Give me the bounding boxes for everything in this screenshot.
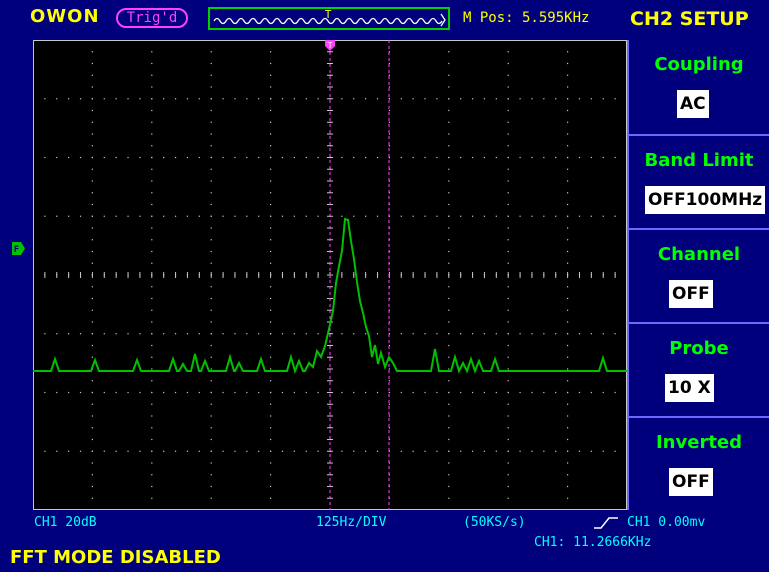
menu-item-coupling[interactable]: Coupling AC [627,40,769,134]
frequency-readout: CH1: 11.2666KHz [534,535,652,550]
trigger-position-label: T [328,41,333,50]
menu-title: CH2 SETUP [630,8,749,30]
overview-waveform: T [213,8,446,27]
menu-item-channel[interactable]: Channel OFF [627,228,769,322]
trigger-status-badge: Trig'd [116,8,188,28]
menu-item-band-limit[interactable]: Band Limit OFF100MHz [627,134,769,228]
fft-trace [33,217,627,375]
inverted-value: OFF [669,468,713,496]
brand-logo: OWON [30,6,100,27]
menu-item-inverted[interactable]: Inverted OFF [627,416,769,510]
sample-rate-readout: (50KS/s) [463,515,526,530]
fft-channel-marker-label: F [14,245,19,255]
trigger-level-readout: CH1 0.00mv [627,515,706,530]
overview-trigger-marker: T [325,9,332,21]
menu-item-label: Band Limit [644,150,754,171]
waveform-overview: T [208,7,450,30]
band-limit-value: OFF100MHz [645,186,766,214]
trigger-position-icon: T [325,40,335,51]
coupling-value: AC [677,90,709,118]
rising-edge-icon [594,517,618,529]
channel-value: OFF [669,280,713,308]
menu-item-probe[interactable]: Probe 10 X [627,322,769,416]
main-position-readout: M Pos: 5.595KHz [463,10,590,26]
menu-item-label: Inverted [655,432,743,453]
menu-item-label: Probe [669,338,729,359]
menu-item-label: Channel [657,244,741,265]
probe-value: 10 X [665,374,714,402]
fft-mode-status: FFT MODE DISABLED [10,547,221,568]
top-bar: OWON Trig'd T M Pos: 5.595KHz CH2 SETUP [0,0,769,36]
menu-item-label: Coupling [654,54,744,75]
scope-graticule: T [33,40,627,510]
fft-channel-marker-icon: F [12,242,25,255]
waveform-display: T [33,40,627,510]
ch1-scale-readout: CH1 20dB [34,515,97,530]
setup-menu: Coupling AC Band Limit OFF100MHz Channel… [627,40,769,510]
timebase-readout: 125Hz/DIV [316,515,387,530]
